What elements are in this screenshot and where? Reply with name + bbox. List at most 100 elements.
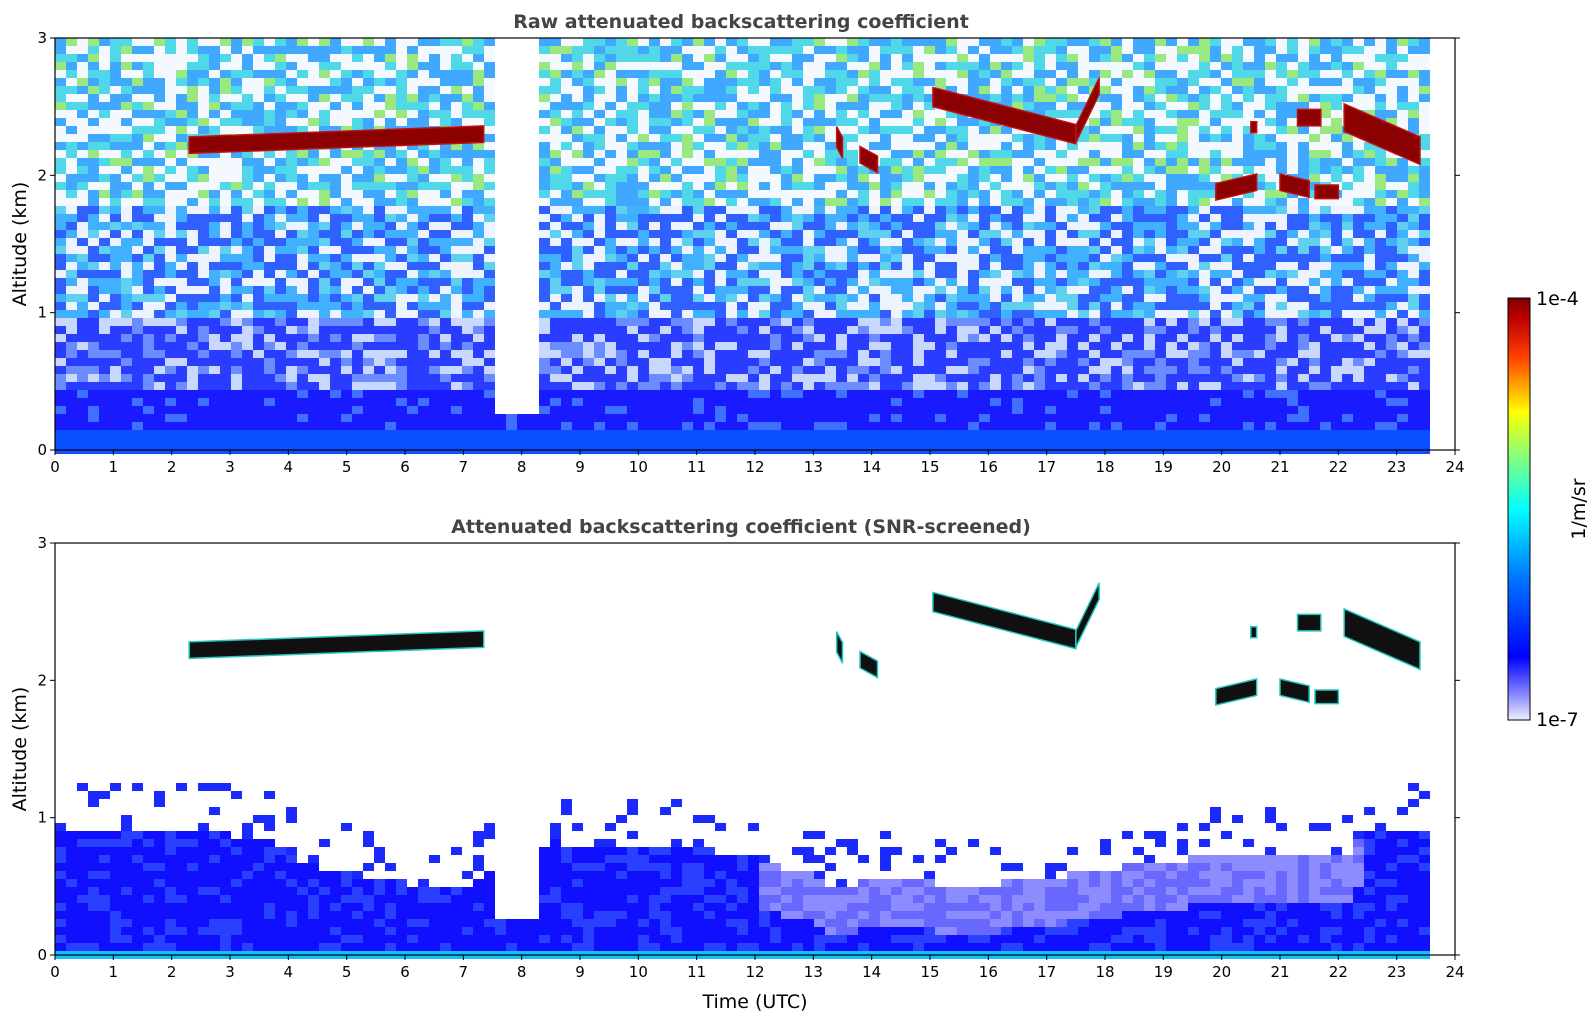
heatmap-cell <box>319 126 330 134</box>
heatmap-cell <box>660 238 671 246</box>
heatmap-cell <box>583 118 594 126</box>
heatmap-cell <box>187 70 198 78</box>
heatmap-cell <box>616 222 627 230</box>
heatmap-cell <box>198 166 209 174</box>
heatmap-cell <box>484 334 495 342</box>
heatmap-cell <box>704 430 715 438</box>
heatmap-cell <box>462 78 473 86</box>
heatmap-cell <box>770 326 781 334</box>
heatmap-cell <box>275 318 286 326</box>
heatmap-cell <box>682 246 693 254</box>
heatmap-cell <box>869 62 880 70</box>
heatmap-cell <box>275 398 286 406</box>
heatmap-cell <box>715 278 726 286</box>
heatmap-cell <box>979 374 990 382</box>
heatmap-cell <box>660 278 671 286</box>
heatmap-cell <box>407 166 418 174</box>
heatmap-cell <box>781 262 792 270</box>
heatmap-cell <box>792 222 803 230</box>
heatmap-cell <box>451 206 462 214</box>
heatmap-cell <box>968 254 979 262</box>
heatmap-cell <box>1111 254 1122 262</box>
heatmap-cell <box>88 174 99 182</box>
heatmap-cell <box>715 286 726 294</box>
heatmap-cell <box>737 206 748 214</box>
heatmap-cell <box>792 158 803 166</box>
heatmap-cell <box>968 430 979 438</box>
heatmap-cell <box>968 438 979 446</box>
heatmap-cell <box>1133 262 1144 270</box>
heatmap-cell <box>198 430 209 438</box>
heatmap-cell <box>275 438 286 446</box>
heatmap-cell <box>55 390 66 398</box>
heatmap-cell <box>407 78 418 86</box>
heatmap-cell <box>484 222 495 230</box>
heatmap-cell <box>638 182 649 190</box>
heatmap-cell <box>440 350 451 358</box>
heatmap-cell <box>253 382 264 390</box>
heatmap-cell <box>550 302 561 310</box>
heatmap-cell <box>88 382 99 390</box>
heatmap-cell <box>825 382 836 390</box>
heatmap-cell <box>1067 390 1078 398</box>
heatmap-cell <box>935 262 946 270</box>
heatmap-cell <box>396 342 407 350</box>
heatmap-cell <box>869 190 880 198</box>
heatmap-cell <box>264 326 275 334</box>
heatmap-cell <box>1100 62 1111 70</box>
heatmap-cell <box>979 94 990 102</box>
heatmap-cell <box>1133 382 1144 390</box>
heatmap-cell <box>594 358 605 366</box>
heatmap-cell <box>407 174 418 182</box>
heatmap-cell <box>275 46 286 54</box>
heatmap-cell <box>407 70 418 78</box>
heatmap-cell <box>583 390 594 398</box>
heatmap-cell <box>242 254 253 262</box>
heatmap-cell <box>979 206 990 214</box>
heatmap-cell <box>1133 286 1144 294</box>
heatmap-cell <box>506 422 517 430</box>
heatmap-cell <box>418 406 429 414</box>
heatmap-cell <box>649 86 660 94</box>
heatmap-cell <box>627 254 638 262</box>
heatmap-cell <box>319 422 330 430</box>
heatmap-cell <box>1111 142 1122 150</box>
heatmap-cell <box>1045 318 1056 326</box>
heatmap-cell <box>220 70 231 78</box>
heatmap-cell <box>847 150 858 158</box>
heatmap-cell <box>231 422 242 430</box>
heatmap-cell <box>594 254 605 262</box>
heatmap-cell <box>1144 254 1155 262</box>
heatmap-cell <box>770 334 781 342</box>
heatmap-cell <box>627 358 638 366</box>
heatmap-cell <box>462 102 473 110</box>
heatmap-cell <box>770 374 781 382</box>
heatmap-cell <box>132 406 143 414</box>
heatmap-cell <box>693 382 704 390</box>
heatmap-cell <box>187 54 198 62</box>
heatmap-cell <box>1001 198 1012 206</box>
heatmap-cell <box>770 310 781 318</box>
heatmap-cell <box>913 182 924 190</box>
heatmap-cell <box>451 358 462 366</box>
heatmap-cell <box>594 70 605 78</box>
heatmap-cell <box>77 222 88 230</box>
heatmap-cell <box>968 390 979 398</box>
heatmap-cell <box>726 230 737 238</box>
heatmap-cell <box>1078 238 1089 246</box>
heatmap-cell <box>1056 366 1067 374</box>
heatmap-cell <box>176 94 187 102</box>
heatmap-cell <box>440 174 451 182</box>
heatmap-cell <box>913 390 924 398</box>
heatmap-cell <box>1089 358 1100 366</box>
heatmap-cell <box>704 398 715 406</box>
heatmap-cell <box>1089 286 1100 294</box>
heatmap-field <box>55 38 1430 454</box>
heatmap-cell <box>616 134 627 142</box>
heatmap-cell <box>935 206 946 214</box>
heatmap-cell <box>726 190 737 198</box>
heatmap-cell <box>1111 174 1122 182</box>
heatmap-cell <box>165 230 176 238</box>
heatmap-cell <box>253 286 264 294</box>
heatmap-cell <box>132 46 143 54</box>
